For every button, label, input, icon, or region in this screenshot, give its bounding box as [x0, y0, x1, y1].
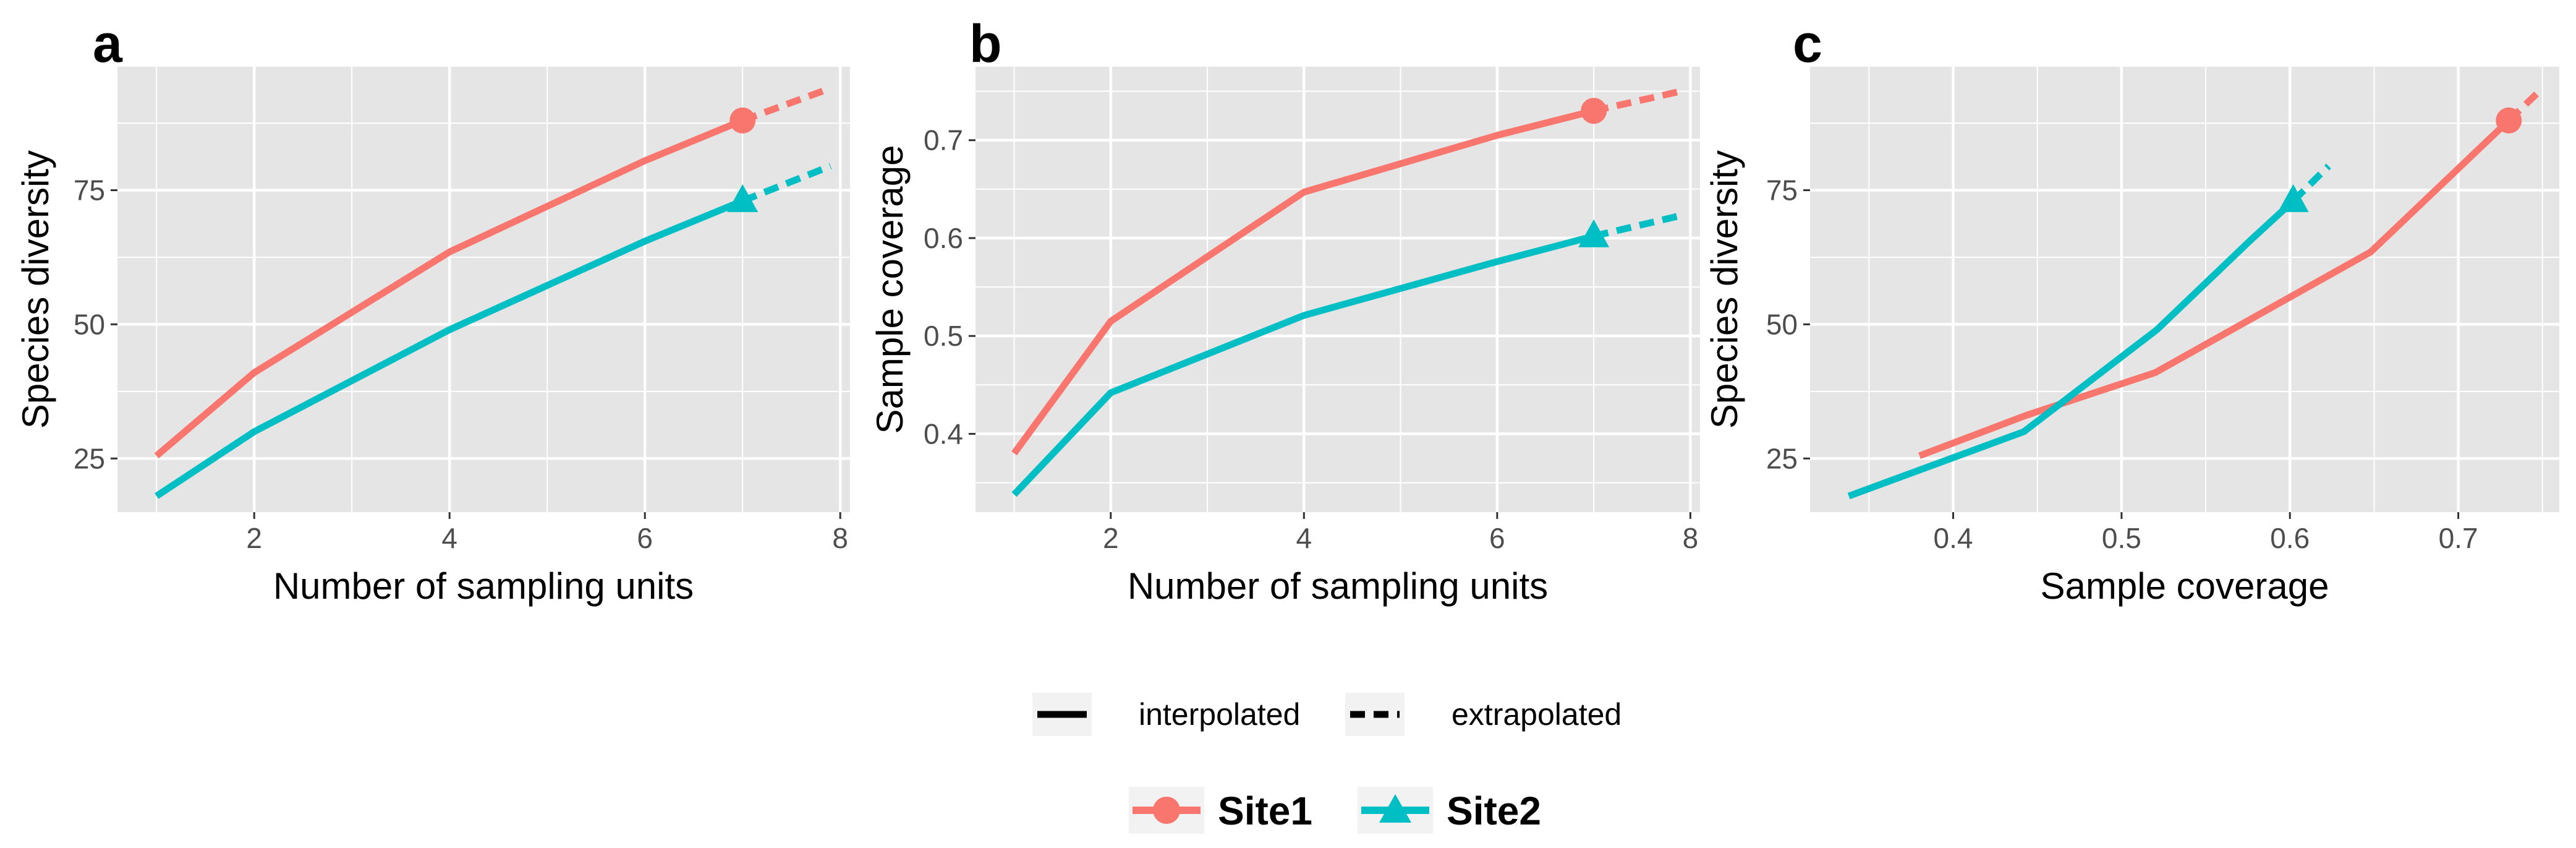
panel-b-x-ticks: 2 4 6 8	[1103, 512, 1698, 554]
y-tick-label: 25	[74, 442, 105, 474]
legend-method: interpolated extrapolated	[1032, 693, 1622, 736]
site2-extrapolated-line	[1592, 212, 1682, 240]
panel-letter-c: c	[1793, 14, 1822, 74]
panel-a: a 2 4 6 8 25 50 75 Number of sampling un…	[15, 14, 850, 607]
panel-c-series	[1847, 85, 2545, 500]
x-tick-label: 4	[441, 522, 457, 554]
panel-letter-b: b	[969, 14, 1002, 74]
legend-site2-triangle-icon	[1379, 794, 1411, 823]
site1-interpolated-line	[154, 117, 744, 459]
x-tick-label: 6	[1489, 522, 1505, 554]
x-axis-title: Number of sampling units	[273, 565, 694, 607]
y-tick-label: 50	[1766, 308, 1798, 340]
x-axis-title: Sample coverage	[2041, 565, 2329, 607]
y-tick-label: 0.7	[924, 124, 963, 156]
y-axis-title: Species diversity	[15, 150, 56, 429]
site2-observed-point	[1578, 219, 1610, 247]
panel-b-grid	[976, 67, 1700, 512]
x-tick-label: 0.4	[1934, 522, 1973, 554]
panel-a-grid	[117, 67, 850, 512]
y-tick-label: 0.5	[924, 320, 963, 352]
x-tick-label: 2	[246, 522, 262, 554]
site1-observed-point	[729, 107, 756, 134]
site1-interpolated-line	[1918, 118, 2512, 460]
legend-label-site2: Site2	[1447, 789, 1541, 833]
y-tick-label: 0.6	[924, 222, 963, 254]
site1-extrapolated-line	[741, 85, 832, 124]
panel-c-background	[1810, 67, 2559, 512]
x-tick-label: 6	[637, 522, 653, 554]
legend-label-site1: Site1	[1218, 789, 1312, 833]
site1-observed-point	[1581, 98, 1607, 124]
panel-c-grid	[1810, 67, 2559, 512]
x-axis-title: Number of sampling units	[1128, 565, 1548, 607]
panel-a-y-ticks: 25 50 75	[74, 174, 117, 474]
site1-extrapolated-line	[1592, 88, 1681, 114]
panel-b-background	[976, 67, 1700, 512]
y-axis-title: Species diversity	[1704, 150, 1745, 429]
x-tick-label: 4	[1296, 522, 1312, 554]
panel-a-series	[154, 85, 832, 499]
y-tick-label: 50	[74, 308, 105, 340]
x-tick-label: 0.7	[2439, 522, 2478, 554]
legend-site1-circle-icon	[1153, 797, 1180, 824]
legend-label-extrapolated: extrapolated	[1452, 697, 1622, 732]
y-tick-label: 0.4	[924, 418, 963, 450]
y-axis-title: Sample coverage	[869, 145, 911, 434]
panel-c-x-ticks: 0.4 0.5 0.6 0.7	[1934, 512, 2478, 554]
site1-observed-point	[2496, 107, 2522, 134]
x-tick-label: 0.6	[2270, 522, 2310, 554]
site2-interpolated-line	[1847, 198, 2296, 500]
site2-extrapolated-line	[741, 163, 832, 204]
panel-b-y-ticks: 0.4 0.5 0.6 0.7	[924, 124, 976, 450]
site2-interpolated-line	[155, 197, 744, 499]
x-tick-label: 8	[1683, 522, 1699, 554]
site1-interpolated-line	[1011, 107, 1595, 456]
panel-c-y-ticks: 25 50 75	[1766, 174, 1810, 474]
legend-sites: Site1 Site2	[1129, 787, 1541, 834]
x-tick-label: 8	[832, 522, 848, 554]
y-tick-label: 25	[1766, 442, 1798, 474]
legend-label-interpolated: interpolated	[1139, 697, 1300, 732]
panel-letter-a: a	[93, 14, 123, 74]
site2-interpolated-line	[1011, 233, 1595, 497]
x-tick-label: 0.5	[2102, 522, 2141, 554]
y-tick-label: 75	[74, 174, 105, 207]
y-tick-label: 75	[1766, 174, 1798, 207]
site2-observed-point	[727, 184, 759, 212]
panel-b-series	[1011, 88, 1682, 497]
x-tick-label: 2	[1103, 522, 1119, 554]
panel-a-x-ticks: 2 4 6 8	[246, 512, 848, 554]
panel-b: b 2 4 6 8 0.4 0.5 0.6 0.7 Number of samp…	[869, 14, 1700, 607]
panel-c: c 0.4 0.5 0.6 0.7 25 50 75 Sample covera…	[1704, 14, 2559, 607]
site2-observed-point	[2277, 184, 2309, 212]
